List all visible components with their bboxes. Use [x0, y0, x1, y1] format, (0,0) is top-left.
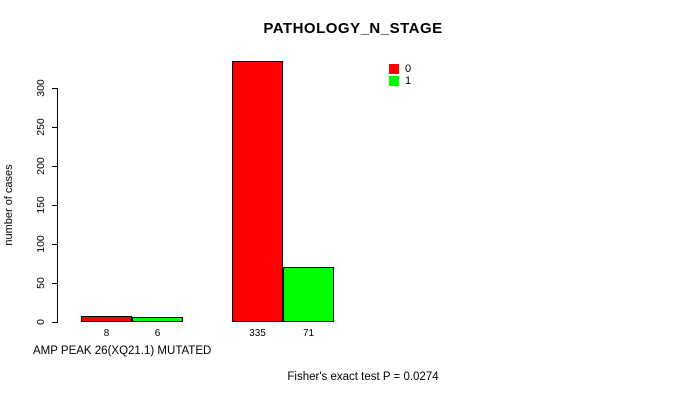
- y-axis-tick: [52, 166, 58, 167]
- bar-series1-group2: [283, 267, 334, 322]
- bar-value-label: 335: [249, 328, 266, 339]
- bar-value-label: 8: [103, 328, 110, 339]
- y-axis-tick: [52, 127, 58, 128]
- bar-value-label: 6: [154, 328, 161, 339]
- y-axis-tick-label: 0: [35, 319, 47, 325]
- chart-title: PATHOLOGY_N_STAGE: [263, 20, 443, 37]
- legend-item-0: 0: [389, 63, 412, 75]
- y-axis-tick-label: 300: [35, 79, 47, 97]
- y-axis-tick: [52, 322, 58, 323]
- legend-swatch: [389, 76, 399, 86]
- y-axis-tick: [52, 244, 58, 245]
- y-axis-tick: [52, 205, 58, 206]
- y-axis-tick-label: 200: [35, 157, 47, 175]
- bar-series1-group1: [132, 317, 183, 322]
- y-axis-tick-label: 100: [35, 235, 47, 253]
- bar-series0-group2: [232, 61, 283, 322]
- y-axis-title: number of cases: [3, 164, 15, 246]
- statistical-test-annotation: Fisher's exact test P = 0.0274: [287, 371, 439, 383]
- legend-label: 1: [405, 75, 412, 87]
- bar-value-label: 71: [302, 328, 315, 339]
- y-axis-tick: [52, 88, 58, 89]
- legend-swatch: [389, 64, 399, 74]
- y-axis-tick-label: 150: [35, 196, 47, 214]
- y-axis-tick-label: 50: [35, 277, 47, 289]
- legend-label: 0: [405, 63, 412, 75]
- y-axis-tick: [52, 283, 58, 284]
- x-axis-title: AMP PEAK 26(XQ21.1) MUTATED: [33, 345, 212, 357]
- y-axis-tick-label: 250: [35, 118, 47, 136]
- legend-item-1: 1: [389, 75, 412, 87]
- bar-series0-group1: [81, 316, 132, 322]
